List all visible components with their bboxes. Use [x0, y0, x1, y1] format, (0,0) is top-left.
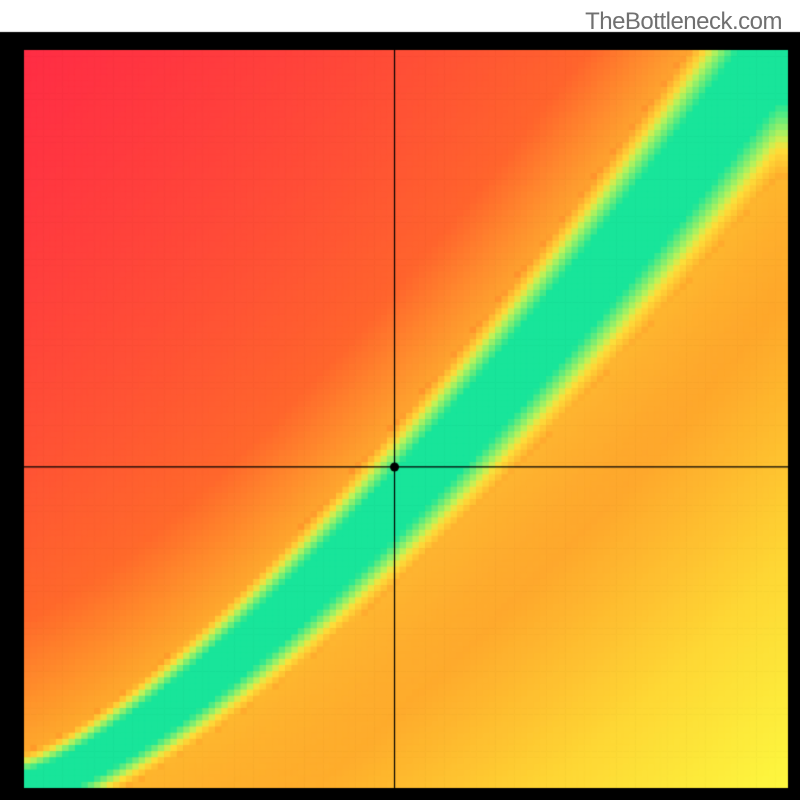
chart-container: TheBottleneck.com: [0, 0, 800, 800]
watermark-text: TheBottleneck.com: [585, 8, 782, 36]
bottleneck-heatmap: [0, 0, 800, 800]
